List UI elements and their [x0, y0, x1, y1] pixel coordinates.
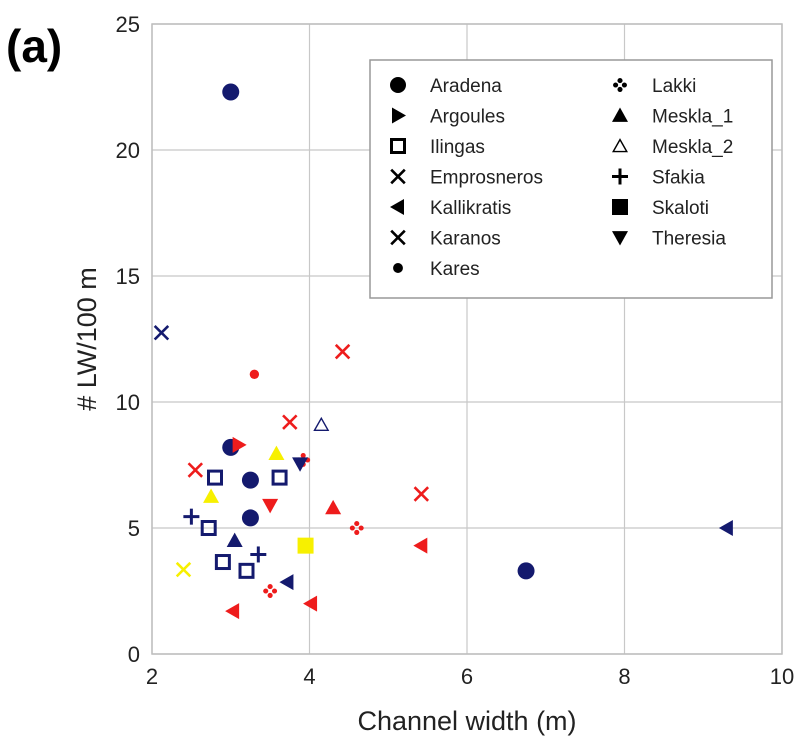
legend-label: Skaloti — [652, 198, 709, 219]
data-point-emprosneros — [175, 561, 192, 578]
data-point-karanos — [153, 324, 170, 341]
data-point-kallikratis — [413, 537, 428, 554]
legend-marker-kallikratis — [390, 199, 404, 215]
data-point-ilingas — [238, 562, 255, 579]
data-point-ilingas — [214, 554, 231, 571]
legend-item: Argoules — [392, 107, 505, 128]
legend: Aradena Argoules Ilingas Emprosneros Kallikr… — [369, 59, 773, 299]
legend-item: Lakki — [613, 76, 696, 97]
x-tick-label: 6 — [461, 664, 473, 689]
y-tick-label: 10 — [116, 390, 140, 415]
data-point-aradena — [222, 83, 240, 101]
x-axis-label: Channel width (m) — [357, 706, 576, 736]
legend-box — [369, 59, 773, 299]
legend-item: Ilingas — [390, 137, 485, 158]
x-tick-label: 10 — [770, 664, 794, 689]
x-tick-label: 2 — [146, 664, 158, 689]
legend-marker-kares — [393, 263, 403, 273]
data-point-meskla-2 — [313, 416, 330, 431]
legend-label: Meskla_1 — [652, 107, 733, 128]
data-point-lakki — [263, 584, 278, 598]
legend-marker-theresia — [612, 231, 628, 246]
legend-label: Kallikratis — [430, 198, 511, 219]
data-point-argoules — [232, 436, 247, 453]
legend-item: Skaloti — [612, 198, 709, 219]
legend-label: Ilingas — [430, 137, 485, 158]
legend-item: Kallikratis — [390, 198, 511, 219]
legend-item: Sfakia — [612, 168, 705, 189]
data-point-meskla-1 — [268, 445, 285, 461]
data-point-emprosneros — [334, 343, 351, 360]
legend-marker-skaloti — [612, 199, 628, 215]
legend-item: Kares — [393, 259, 480, 280]
data-point-kallikratis — [279, 574, 294, 591]
data-point-kallikratis — [225, 603, 240, 620]
legend-marker-meskla-1 — [612, 107, 628, 122]
legend-marker-karanos — [390, 229, 406, 246]
legend-label: Lakki — [652, 76, 696, 97]
data-point-kallikratis — [303, 595, 318, 612]
data-point-lakki — [349, 521, 364, 535]
data-point-skaloti — [297, 537, 314, 554]
data-point-ilingas — [200, 520, 217, 536]
data-points — [153, 83, 733, 620]
legend-marker-lakki — [613, 78, 627, 92]
data-point-kallikratis — [718, 520, 733, 536]
plot-frame — [151, 23, 783, 655]
data-point-theresia — [262, 498, 279, 514]
y-tick-label: 15 — [116, 264, 140, 289]
y-tick-label: 0 — [128, 642, 140, 667]
legend-label: Sfakia — [652, 168, 705, 189]
legend-label: Emprosneros — [430, 168, 543, 189]
legend-label: Meskla_2 — [652, 137, 733, 158]
legend-label: Theresia — [652, 229, 726, 250]
legend-item: Karanos — [390, 229, 501, 250]
panel-label: (a) — [6, 20, 62, 72]
legend-marker-argoules — [392, 107, 406, 124]
data-point-ilingas — [271, 469, 288, 486]
legend-marker-aradena — [390, 77, 406, 93]
legend-item: Emprosneros — [390, 168, 543, 189]
legend-item: Theresia — [612, 229, 726, 250]
data-point-sfakia — [183, 508, 200, 525]
legend-marker-sfakia — [612, 168, 628, 185]
data-point-aradena — [241, 471, 259, 489]
data-point-meskla-1 — [226, 532, 243, 547]
data-point-sfakia — [250, 546, 267, 563]
data-point-ilingas — [207, 469, 223, 486]
data-point-meskla-1 — [325, 499, 342, 515]
legend-item: Aradena — [390, 76, 502, 97]
legend-label: Argoules — [430, 107, 505, 128]
x-tick-label: 4 — [303, 664, 315, 689]
legend-label: Aradena — [430, 76, 502, 97]
legend-marker-ilingas — [390, 138, 406, 154]
data-point-kares — [249, 369, 260, 379]
legend-label: Karanos — [430, 229, 501, 250]
y-axis-label: # LW/100 m — [72, 267, 102, 411]
data-point-emprosneros — [282, 414, 298, 430]
data-point-theresia — [292, 457, 309, 472]
y-tick-label: 25 — [116, 12, 140, 37]
legend-item: Meskla_1 — [612, 107, 733, 128]
legend-label: Kares — [430, 259, 480, 280]
legend-item: Meskla_2 — [611, 137, 733, 158]
data-point-aradena — [241, 509, 259, 527]
y-tick-label: 20 — [116, 138, 140, 163]
legend-marker-meskla-2 — [611, 138, 629, 153]
data-point-emprosneros — [187, 462, 204, 478]
x-tick-label: 8 — [618, 664, 630, 689]
legend-marker-emprosneros — [390, 168, 406, 185]
data-point-aradena — [517, 562, 535, 580]
tick-labels: 2 4 6 8 10 0 5 10 15 20 25 — [116, 12, 795, 689]
data-point-meskla-1 — [203, 488, 220, 503]
y-tick-label: 5 — [128, 516, 140, 541]
data-point-emprosneros — [413, 486, 430, 502]
